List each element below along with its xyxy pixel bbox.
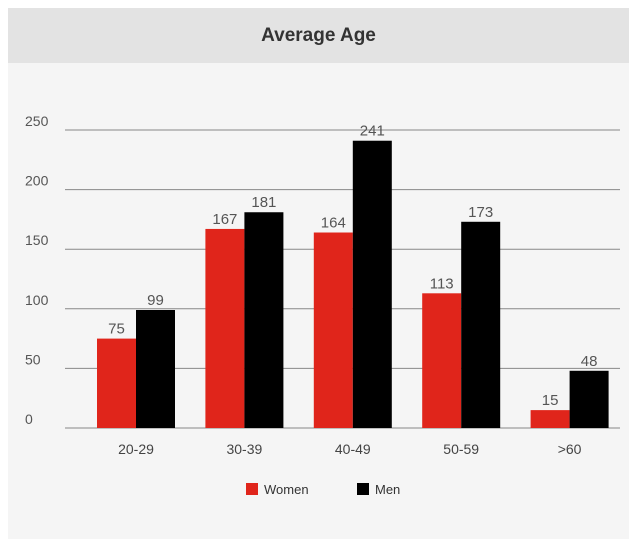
bar-men (136, 309, 175, 428)
bar-women (97, 338, 136, 428)
x-tick-label: >60 (558, 441, 582, 457)
bar-men (569, 370, 609, 428)
y-tick-label: 100 (25, 292, 49, 308)
legend-swatch-women (246, 483, 258, 495)
bar-women (313, 232, 353, 428)
y-tick-label: 150 (25, 232, 49, 248)
data-label: 113 (430, 275, 454, 292)
data-label: 167 (212, 211, 237, 228)
x-tick-label: 50-59 (443, 441, 479, 457)
legend-label-women: Women (264, 482, 309, 497)
data-label: 48 (581, 353, 598, 370)
y-tick-label: 200 (25, 173, 49, 189)
x-tick-label: 40-49 (335, 441, 371, 457)
bar-women (205, 228, 245, 428)
x-tick-label: 30-39 (226, 441, 262, 457)
chart-card: Average Age (8, 8, 629, 539)
bar-women (422, 293, 462, 428)
data-label: 99 (147, 292, 164, 309)
data-label: 75 (108, 321, 125, 338)
bar-men (461, 221, 501, 428)
data-label: 181 (251, 194, 276, 211)
y-tick-label: 0 (25, 411, 33, 427)
bar-men (352, 140, 392, 428)
bar-men (244, 212, 284, 428)
chart-title: Average Age (261, 24, 376, 46)
data-label: 241 (360, 123, 385, 140)
bar-women (530, 410, 570, 428)
legend-label-men: Men (375, 482, 400, 497)
data-label: 15 (542, 392, 559, 409)
legend-swatch-men (357, 483, 369, 495)
chart-header: Average Age (8, 8, 629, 63)
data-label: 173 (468, 204, 493, 221)
data-label: 164 (321, 215, 346, 232)
y-tick-label: 250 (25, 113, 49, 129)
y-tick-label: 50 (25, 351, 41, 367)
x-tick-label: 20-29 (118, 441, 154, 457)
